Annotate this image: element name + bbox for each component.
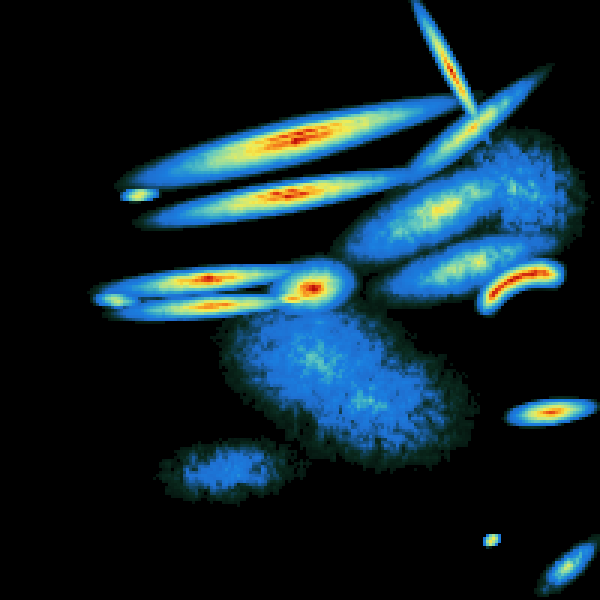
radar-reflectivity-canvas	[0, 0, 600, 600]
radar-image-viewport	[0, 0, 600, 600]
